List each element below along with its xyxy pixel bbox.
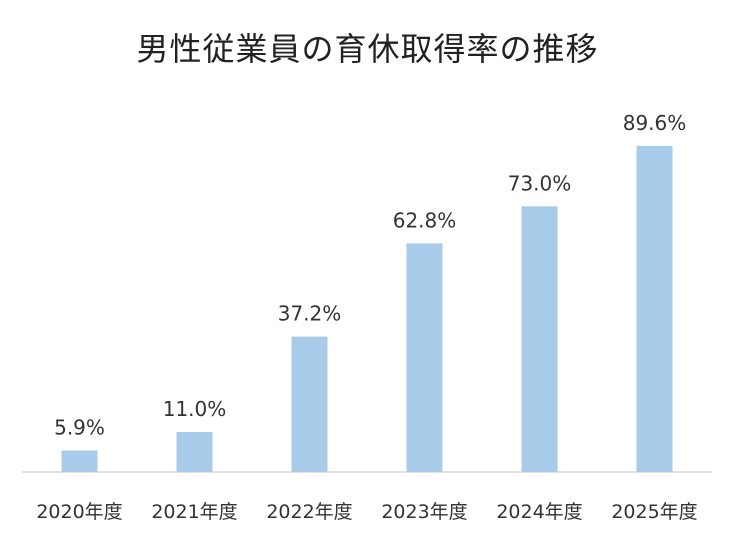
bar-4 (521, 206, 558, 472)
data-label-1: 11.0% (163, 397, 227, 421)
data-label-2: 37.2% (278, 302, 342, 326)
data-label-3: 62.8% (393, 208, 457, 232)
x-tick-label-5: 2025年度 (611, 501, 697, 523)
bar-0 (61, 450, 98, 472)
x-tick-label-2: 2022年度 (266, 501, 352, 523)
x-tick-labels-layer: 2020年度 2021年度 2022年度 2023年度 2024年度 2025年度 (36, 501, 697, 523)
bar-5 (636, 145, 673, 472)
bar-1 (176, 431, 213, 472)
data-label-4: 73.0% (508, 171, 572, 195)
data-label-5: 89.6% (623, 111, 687, 135)
chart-title: 男性従業員の育休取得率の推移 (136, 30, 599, 68)
x-tick-label-1: 2021年度 (151, 501, 237, 523)
x-tick-label-0: 2020年度 (36, 501, 122, 523)
bar-3 (406, 243, 443, 472)
bar-2 (291, 336, 328, 472)
bars-layer (61, 145, 673, 472)
x-tick-label-4: 2024年度 (496, 501, 582, 523)
x-tick-label-3: 2023年度 (381, 501, 467, 523)
data-label-0: 5.9% (54, 416, 105, 440)
data-labels-layer: 5.9% 11.0% 37.2% 62.8% 73.0% 89.6% (54, 111, 686, 440)
